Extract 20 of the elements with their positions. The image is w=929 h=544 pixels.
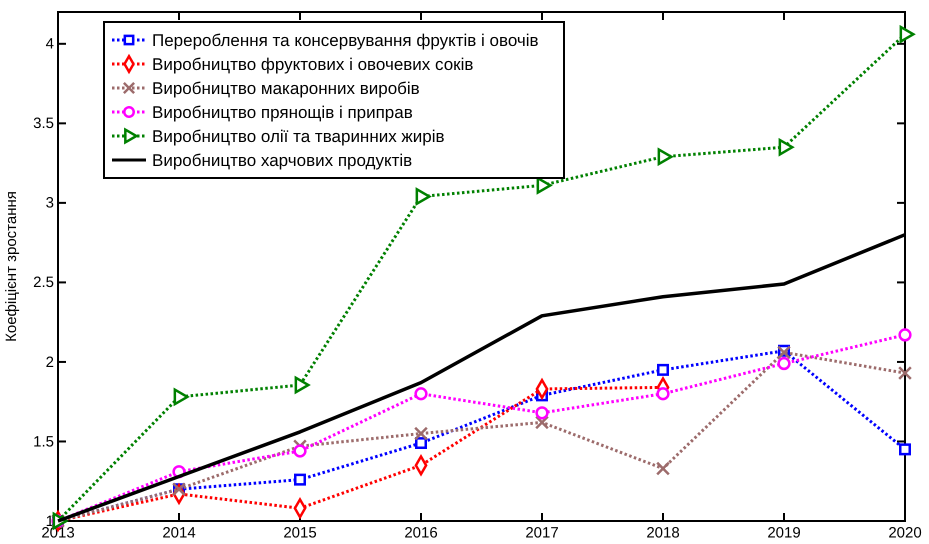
x-tick-label: 2019 [767,524,801,542]
y-tick-label: 1.5 [33,433,54,450]
legend-label: Виробництво олії та тваринних жирів [152,127,445,146]
x-tick-label: 2018 [646,524,680,542]
legend-label: Виробництво фруктових і овочевих соків [152,55,474,74]
x-tick-label: 2015 [283,524,317,542]
y-tick-label: 2 [46,354,54,371]
x-tick-label: 2016 [404,524,438,542]
x-tick-label: 2014 [162,524,196,542]
x-tick-label: 2020 [888,524,922,542]
y-tick-label: 3 [46,194,54,212]
y-tick-label: 2.5 [33,274,54,292]
y-tick-label: 4 [46,36,54,53]
legend-label: Виробництво харчових продуктів [152,151,412,170]
x-tick-label: 2017 [525,524,559,542]
y-tick-label: 3.5 [33,115,54,132]
legend-label: Перероблення та консервування фруктів і овочів [152,31,539,50]
legend-label: Виробництво макаронних виробів [152,79,420,98]
y-axis-title: Коефіцієнт зростання [3,191,20,342]
legend-label: Виробництво прянощів і приправ [152,103,413,122]
